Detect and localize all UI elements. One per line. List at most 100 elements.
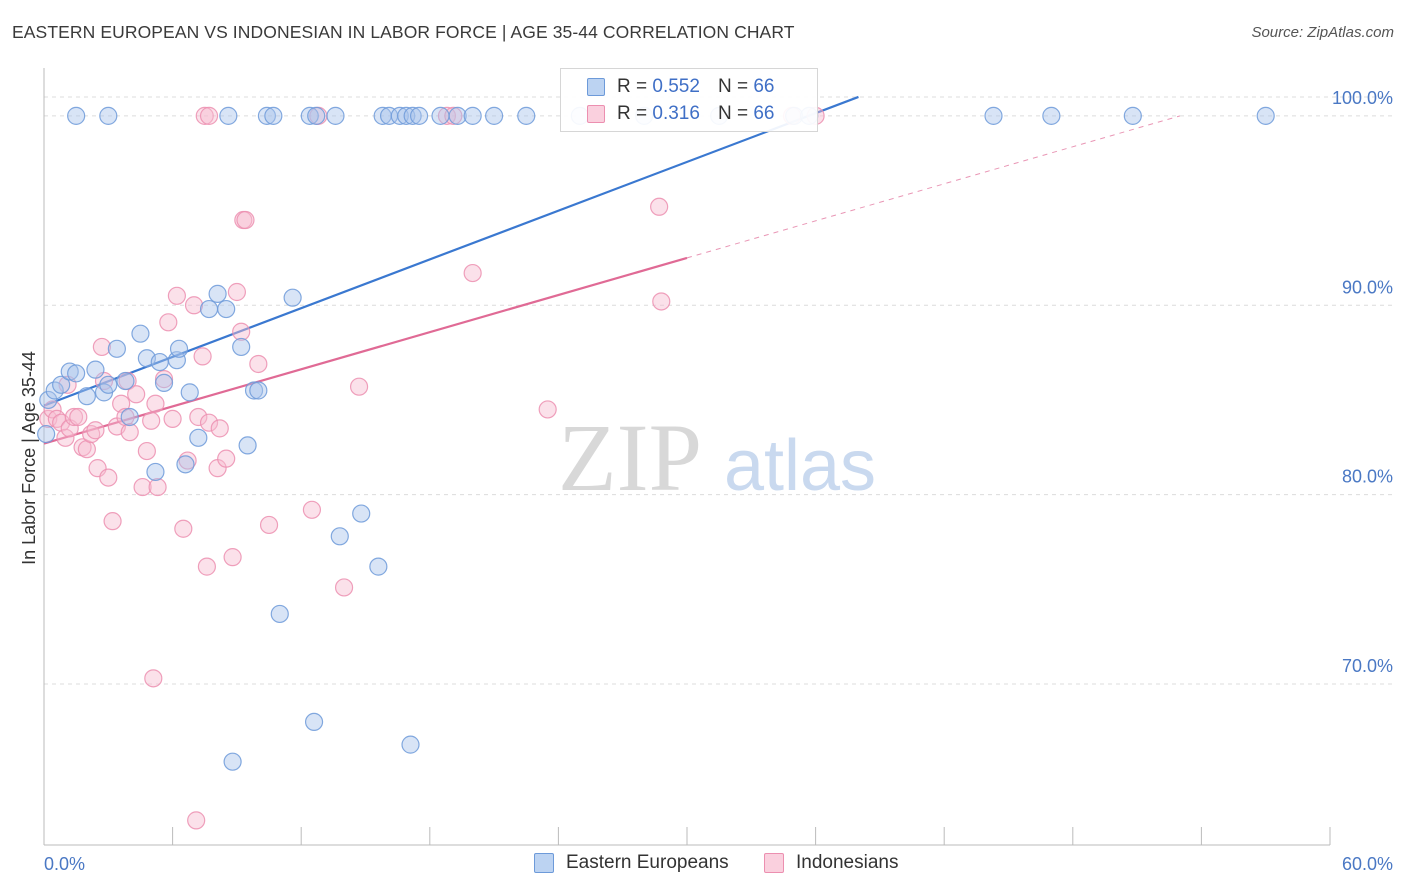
eastern-point xyxy=(217,299,236,319)
indonesian-point xyxy=(302,500,322,519)
eastern-point xyxy=(257,106,277,125)
y-tick-label: 100.0% xyxy=(1332,88,1393,108)
y-tick-label: 70.0% xyxy=(1342,656,1393,676)
indonesian-point xyxy=(463,263,482,283)
eastern-point xyxy=(120,407,139,427)
eastern-point xyxy=(169,339,189,358)
indonesian-point xyxy=(69,407,88,427)
indonesian-point xyxy=(538,400,557,419)
indonesian-point xyxy=(167,286,186,305)
eastern-point xyxy=(146,462,165,482)
indonesian-point xyxy=(148,477,167,497)
indonesian-point xyxy=(137,441,156,461)
eastern-point xyxy=(304,712,324,732)
n-value-indonesian: 66 xyxy=(753,103,775,124)
tick-labels: 70.0% 80.0% 90.0% 100.0% 0.0% 60.0% xyxy=(44,88,1393,874)
eastern-point xyxy=(369,557,388,576)
indonesian-point xyxy=(217,449,236,468)
indonesian-swatch-icon xyxy=(587,105,605,123)
eastern-point xyxy=(232,337,251,357)
indonesian-point xyxy=(103,512,122,531)
eastern-point xyxy=(238,436,257,455)
eastern-point xyxy=(326,106,345,125)
indonesian-point xyxy=(232,322,251,341)
indonesian-point xyxy=(349,377,369,396)
indonesian-point xyxy=(650,197,669,216)
n-label: N = xyxy=(717,103,749,124)
eastern-point xyxy=(86,360,105,379)
legend-label-eastern: Eastern Europeans xyxy=(566,852,729,873)
legend-label-indonesian: Indonesians xyxy=(796,852,899,873)
indonesian-point xyxy=(444,106,463,125)
eastern-point xyxy=(154,373,174,393)
eastern-point xyxy=(283,288,302,307)
eastern-point xyxy=(249,381,268,400)
eastern-point xyxy=(208,284,227,303)
indonesian-point xyxy=(120,423,139,442)
n-label: N = xyxy=(717,76,749,97)
eastern-point xyxy=(219,106,238,125)
x-tick-label-min: 0.0% xyxy=(44,854,85,874)
indonesian-point xyxy=(86,421,105,440)
eastern-point xyxy=(176,455,195,474)
legend-item-eastern[interactable]: Eastern Europeans xyxy=(534,852,729,874)
eastern-point xyxy=(60,362,79,381)
stats-legend: R = 0.552 N = 66 R = 0.316 N = 66 xyxy=(560,68,818,132)
eastern-point xyxy=(37,424,56,444)
n-value-eastern: 66 xyxy=(753,76,775,97)
indonesian-point xyxy=(99,468,118,487)
eastern-point xyxy=(485,106,504,125)
r-value-eastern: 0.552 xyxy=(652,76,700,97)
indonesian-point xyxy=(223,548,242,567)
eastern-point xyxy=(167,351,186,370)
eastern-point xyxy=(1123,106,1142,125)
eastern-point xyxy=(107,339,126,358)
eastern-point xyxy=(401,735,420,754)
indonesian-point xyxy=(64,407,84,427)
eastern-point xyxy=(463,106,482,125)
legend-row-eastern: R = 0.552 N = 66 xyxy=(587,75,774,99)
indonesian-point xyxy=(133,477,152,497)
indonesian-point xyxy=(92,337,111,357)
indonesian-point xyxy=(210,419,229,438)
indonesian-point xyxy=(144,669,163,688)
series-legend: Eastern Europeans Indonesians xyxy=(0,852,1406,878)
indonesian-point xyxy=(199,106,219,125)
indonesian-point xyxy=(127,385,146,404)
eastern-swatch-icon xyxy=(587,78,605,96)
r-label: R = xyxy=(617,103,648,124)
watermark-atlas: atlas xyxy=(724,426,876,506)
y-tick-label: 80.0% xyxy=(1342,467,1393,487)
eastern-point xyxy=(39,390,58,410)
source-label: Source: ZipAtlas.com xyxy=(1251,24,1394,41)
indonesian-point xyxy=(77,440,96,459)
indonesian-point xyxy=(652,292,671,311)
eastern-point xyxy=(984,106,1003,125)
chart-title: EASTERN EUROPEAN VS INDONESIAN IN LABOR … xyxy=(12,22,795,42)
eastern-point xyxy=(330,527,349,546)
indonesian-point xyxy=(116,407,135,427)
indonesian-point xyxy=(142,411,161,430)
eastern-point xyxy=(99,106,118,125)
eastern-point xyxy=(352,504,371,523)
eastern-point xyxy=(67,364,86,383)
eastern-point xyxy=(390,106,409,125)
indonesian-point xyxy=(334,578,354,597)
x-tick-label-max: 60.0% xyxy=(1342,854,1393,874)
eastern-point xyxy=(397,106,416,125)
indonesian-point xyxy=(43,400,62,419)
indonesian-point xyxy=(146,394,165,413)
eastern-point xyxy=(517,106,536,125)
indonesian-point xyxy=(189,407,208,427)
eastern-point xyxy=(131,324,150,343)
eastern-point xyxy=(67,106,86,125)
eastern-point xyxy=(307,106,326,125)
indonesian-point xyxy=(163,409,182,428)
indonesian-trend-extension xyxy=(686,115,1181,259)
eastern-point xyxy=(189,428,208,447)
indonesian-point xyxy=(197,557,216,576)
r-value-indonesian: 0.316 xyxy=(652,103,700,124)
indonesian-point xyxy=(259,515,279,535)
legend-item-indonesian[interactable]: Indonesians xyxy=(764,852,898,874)
